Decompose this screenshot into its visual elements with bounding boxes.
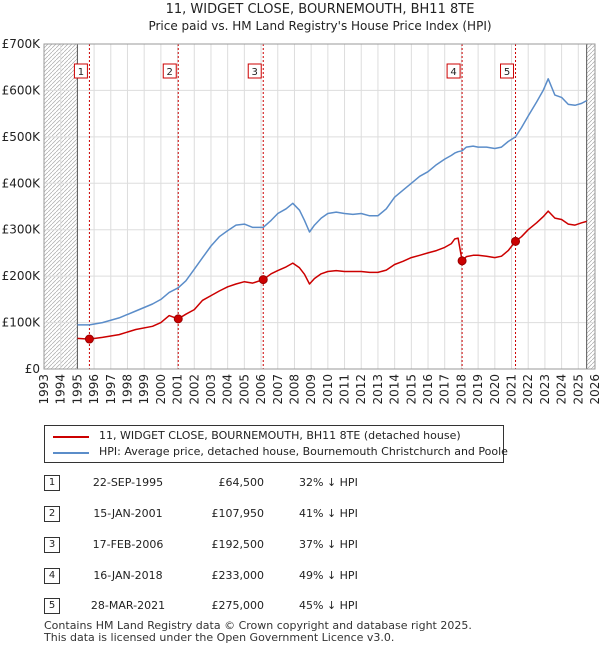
x-tick-label: 2012: [354, 374, 368, 405]
sale-date: 17-FEB-2006: [92, 538, 164, 551]
x-tick-label: 2024: [555, 374, 569, 405]
series-line-hpi: [77, 78, 588, 326]
x-tick-label: 2000: [154, 374, 168, 405]
sale-point: [84, 334, 94, 344]
sale-price: £275,000: [211, 599, 265, 612]
sale-number-label: 2: [167, 67, 173, 78]
sale-number-label: 5: [504, 67, 510, 78]
x-tick-label: 2021: [505, 374, 519, 405]
x-tick-label: 1997: [104, 374, 118, 405]
x-tick-label: 2013: [371, 374, 385, 405]
sale-number-box: [446, 63, 461, 79]
legend: 11, WIDGET CLOSE, BOURNEMOUTH, BH11 8TE …: [44, 425, 508, 463]
x-tick-label: 2001: [171, 374, 185, 405]
hatch-region-after: [586, 44, 595, 369]
sale-point: [457, 256, 467, 266]
x-tick-label: 2011: [338, 374, 352, 405]
sale-number-box: [247, 63, 262, 79]
sale-number-label: 1: [78, 67, 84, 78]
legend-label-property: 11, WIDGET CLOSE, BOURNEMOUTH, BH11 8TE …: [99, 429, 461, 442]
x-tick-label: 1994: [54, 374, 68, 405]
sale-number-label: 4: [450, 67, 456, 78]
sale-hpi-diff: 32% ↓ HPI: [299, 476, 358, 489]
x-tick-label: 2016: [421, 374, 435, 405]
x-tick-label: 2007: [271, 374, 285, 405]
x-tick-label: 1998: [120, 374, 134, 405]
sale-badge: 3: [44, 537, 60, 553]
y-tick-label: £700K: [2, 37, 42, 51]
sale-date: 22-SEP-1995: [92, 476, 164, 489]
sale-badge: 5: [44, 598, 60, 614]
footer-license: This data is licensed under the Open Gov…: [44, 631, 395, 644]
x-tick-label: 2010: [321, 374, 335, 405]
sale-point: [511, 236, 521, 246]
x-tick-label: 2020: [488, 374, 502, 405]
x-tick-label: 2009: [304, 374, 318, 405]
sale-number-label: 3: [252, 67, 258, 78]
sale-number-box: [162, 63, 177, 79]
sale-badge: 1: [44, 475, 60, 491]
x-tick-label: 2008: [287, 374, 301, 405]
sale-row: 1 22-SEP-1995 £64,500 32% ↓ HPI: [44, 475, 564, 493]
sale-row: 4 16-JAN-2018 £233,000 49% ↓ HPI: [44, 568, 564, 586]
sale-row: 3 17-FEB-2006 £192,500 37% ↓ HPI: [44, 537, 564, 555]
x-tick-label: 2025: [571, 374, 585, 405]
footer-copyright: Contains HM Land Registry data © Crown c…: [44, 619, 472, 632]
x-tick-label: 1995: [70, 374, 84, 405]
x-tick-label: 2006: [254, 374, 268, 405]
x-tick-label: 2019: [471, 374, 485, 405]
sale-date: 16-JAN-2018: [93, 569, 163, 582]
x-tick-label: 2015: [404, 374, 418, 405]
y-tick-label: £400K: [2, 176, 42, 190]
x-tick-label: 2005: [237, 374, 251, 405]
chart-subtitle: Price paid vs. HM Land Registry's House …: [148, 19, 491, 33]
sale-price: £192,500: [211, 538, 265, 551]
legend-swatch-property: [53, 436, 89, 438]
x-tick-label: 2017: [438, 374, 452, 405]
sale-badge: 4: [44, 568, 60, 584]
x-tick-label: 2018: [454, 374, 468, 405]
sale-hpi-diff: 41% ↓ HPI: [299, 507, 358, 520]
sale-hpi-diff: 49% ↓ HPI: [299, 569, 358, 582]
chart-title: 11, WIDGET CLOSE, BOURNEMOUTH, BH11 8TE: [166, 2, 475, 17]
y-tick-label: £100K: [2, 316, 42, 330]
sale-point: [258, 275, 268, 285]
x-tick-label: 2022: [521, 374, 535, 405]
sale-number-box: [73, 63, 88, 79]
y-tick-label: £300K: [2, 223, 42, 237]
x-tick-label: 1996: [87, 374, 101, 405]
x-tick-label: 2003: [204, 374, 218, 405]
sale-badge: 2: [44, 506, 60, 522]
sale-price: £233,000: [211, 569, 265, 582]
footer: Contains HM Land Registry data © Crown c…: [44, 620, 472, 644]
sale-row: 2 15-JAN-2001 £107,950 41% ↓ HPI: [44, 506, 564, 524]
plot-area: [44, 44, 595, 369]
sale-row: 5 28-MAR-2021 £275,000 45% ↓ HPI: [44, 598, 564, 616]
x-tick-label: 2026: [588, 374, 600, 405]
sale-date: 15-JAN-2001: [93, 507, 163, 520]
x-tick-label: 2014: [388, 374, 402, 405]
sale-hpi-diff: 45% ↓ HPI: [299, 599, 358, 612]
y-tick-label: £600K: [2, 83, 42, 97]
x-tick-label: 2023: [538, 374, 552, 405]
legend-label-hpi: HPI: Average price, detached house, Bour…: [99, 445, 508, 458]
sale-price: £64,500: [218, 476, 265, 489]
sale-price: £107,950: [211, 507, 265, 520]
x-tick-label: 1993: [37, 374, 51, 405]
x-tick-label: 2002: [187, 374, 201, 405]
sale-hpi-diff: 37% ↓ HPI: [299, 538, 358, 551]
sale-number-box: [500, 63, 515, 79]
y-tick-label: £200K: [2, 269, 42, 283]
price-chart: 11, WIDGET CLOSE, BOURNEMOUTH, BH11 8TE …: [2, 2, 600, 405]
x-tick-label: 2004: [221, 374, 235, 405]
sale-point: [173, 314, 183, 324]
y-tick-label: £0: [25, 362, 40, 376]
y-tick-label: £500K: [2, 130, 42, 144]
sale-date: 28-MAR-2021: [90, 599, 166, 612]
legend-swatch-hpi: [53, 452, 89, 454]
x-tick-label: 1999: [137, 374, 151, 405]
plot-frame: [43, 43, 596, 370]
